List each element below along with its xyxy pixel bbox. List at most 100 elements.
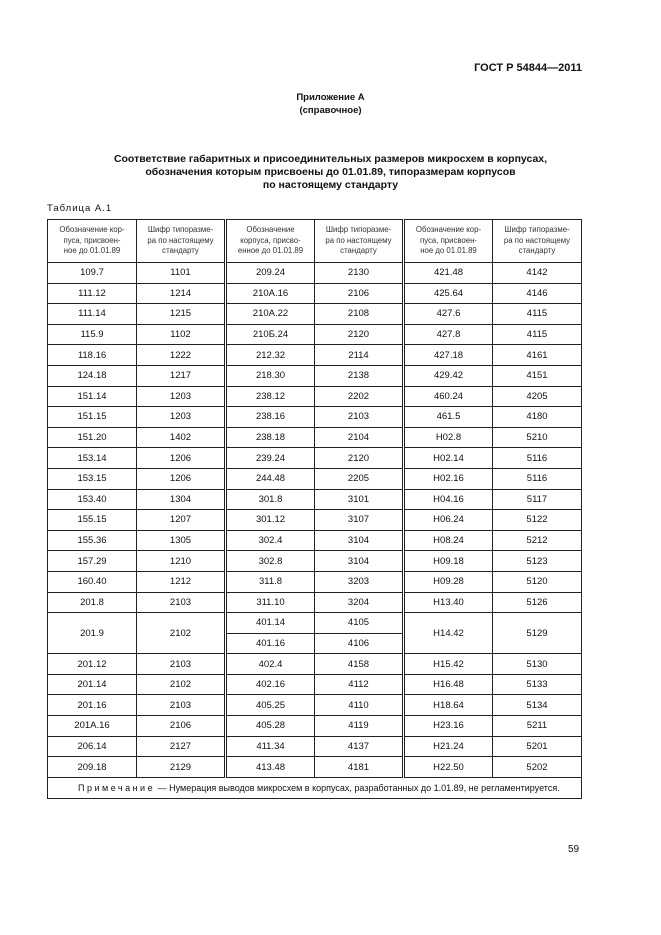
table-cell: 5212 [492, 529, 582, 552]
table-row: 209.18 2129 413.48 4181 Н22.50 5202 [47, 756, 582, 778]
table-row: 153.15 1206 244.48 2205 Н02.16 5116 [47, 467, 582, 490]
table-row: 151.20 1402 238.18 2104 Н02.8 5210 [47, 426, 582, 449]
header-line: Шифр типоразме- [504, 225, 570, 235]
table-cell: 5122 [492, 509, 582, 531]
table-row: 115.9 1102 210Б.24 2120 427.8 4115 [47, 323, 582, 346]
table-cell: 411.34 [225, 735, 315, 758]
table-cell: 210А.22 [225, 303, 315, 325]
table-cell: 401.16 [225, 632, 315, 655]
table-cell: 153.15 [47, 467, 137, 490]
table-row: 153.14 1206 239.24 2120 Н02.14 5116 [47, 447, 582, 469]
table-cell: 2103 [136, 591, 227, 614]
table-cell: Н08.24 [403, 529, 493, 552]
table-cell: 155.36 [47, 529, 137, 552]
title-line: Соответствие габаритных и присоединитель… [113, 153, 548, 165]
header-line: ное до 01.01.89 [63, 246, 121, 256]
table-cell: Н14.42 [403, 612, 493, 655]
table-cell: 218.30 [225, 364, 315, 387]
header-line: Обозначение кор- [59, 225, 125, 235]
table-cell: 201.16 [47, 694, 137, 717]
table-cell: 1203 [136, 385, 227, 408]
table-cell: 5134 [492, 694, 582, 717]
table-cell: 4142 [492, 262, 582, 284]
table-row: 206.14 2127 411.34 4137 Н21.24 5201 [47, 735, 582, 758]
table-cell: Н09.18 [403, 550, 493, 572]
header-row: Обозначение кор-пуса, присвоен-ное до 01… [47, 219, 582, 263]
table-cell: 1207 [136, 509, 227, 531]
table-cell: 460.24 [403, 385, 493, 408]
caption: Таблица А.1 [47, 203, 113, 214]
table-cell: 2106 [314, 282, 405, 305]
title: Соответствие габаритных и присоединитель… [0, 153, 661, 192]
header-cell: Обозначение кор-пуса, присвоен-ное до 01… [403, 219, 493, 263]
appendix-title: Приложение А [296, 92, 365, 103]
header-cell: Обозначение корпуса, присво-енное до 01.0… [225, 219, 315, 263]
table-cell: 2102 [136, 612, 227, 655]
table-cell: 1214 [136, 282, 227, 305]
table-row: 201.9 2102 401.14 4105 Н14.42 5129 [47, 612, 582, 655]
table-cell: 402.16 [225, 673, 315, 696]
table-row: 160.40 1212 311.8 3203 Н09.28 5120 [47, 570, 582, 593]
table-cell: 2102 [136, 673, 227, 696]
table-cell: 1305 [136, 529, 227, 552]
table-cell: 4105 [314, 612, 405, 634]
table-cell: 1102 [136, 323, 227, 346]
table-cell: 3101 [314, 488, 405, 511]
table-cell: 4161 [492, 344, 582, 366]
table-cell: 5123 [492, 550, 582, 572]
header-line: Шифр типоразме- [147, 225, 214, 235]
table-row: 111.14 1215 210А.22 2108 427.6 4115 [47, 303, 582, 325]
table-cell: 2138 [314, 364, 405, 387]
table-cell: 405.28 [225, 715, 315, 737]
table-cell: 427.18 [403, 344, 493, 366]
table-cell: 151.14 [47, 385, 137, 408]
table-cell: Н06.24 [403, 509, 493, 531]
table-cell: 4119 [314, 715, 405, 737]
header-line: ра по настоящему [147, 235, 214, 245]
table-cell: Н02.16 [403, 467, 493, 490]
table-cell: 201.8 [47, 591, 137, 614]
table-cell: 5116 [492, 447, 582, 469]
table-cell: 3104 [314, 550, 405, 572]
table-cell: 2106 [136, 715, 227, 737]
table-cell: 1203 [136, 406, 227, 428]
table-cell: 238.18 [225, 426, 315, 449]
table-cell: 4115 [492, 303, 582, 325]
table-cell: 429.42 [403, 364, 493, 387]
table-cell: Н18.64 [403, 694, 493, 717]
table-row: 201.12 2103 402.4 4158 Н15.42 5130 [47, 653, 582, 675]
table-cell: 2104 [314, 426, 405, 449]
table-cell: 153.40 [47, 488, 137, 511]
header-line: Шифр типоразме- [325, 225, 392, 235]
table-cell: 2103 [136, 694, 227, 717]
note-row: Примечание — Нумерация выводов микросхем… [47, 776, 582, 799]
table-cell: 5120 [492, 570, 582, 593]
table-row: 155.15 1207 301.12 3107 Н06.24 5122 [47, 509, 582, 531]
table-cell: 2205 [314, 467, 405, 490]
table-cell: 124.18 [47, 364, 137, 387]
table-row: 201.16 2103 405.25 4110 Н18.64 5134 [47, 694, 582, 717]
table-row: 111.12 1214 210А.16 2106 425.64 4146 [47, 282, 582, 305]
table-cell: 210А.16 [225, 282, 315, 305]
table-cell: 1222 [136, 344, 227, 366]
table-cell: 5201 [492, 735, 582, 758]
header-line: стандарту [340, 246, 377, 256]
table-cell: 4151 [492, 364, 582, 387]
header-line: ра по настоящему [325, 235, 392, 245]
table-cell: 4180 [492, 406, 582, 428]
table-cell: 3104 [314, 529, 405, 552]
table-cell: 1206 [136, 447, 227, 469]
table-cell: 4181 [314, 756, 405, 778]
table-cell: 2202 [314, 385, 405, 408]
table-row: 201А.16 2106 405.28 4119 Н23.16 5211 [47, 715, 582, 737]
table-cell: 4158 [314, 653, 405, 675]
table-cell: 5126 [492, 591, 582, 614]
table-cell: 413.48 [225, 756, 315, 778]
table-cell: Н13.40 [403, 591, 493, 614]
table-cell: Н09.28 [403, 570, 493, 593]
table-row: 155.36 1305 302.4 3104 Н08.24 5212 [47, 529, 582, 552]
table-cell: 157.29 [47, 550, 137, 572]
table-cell: 239.24 [225, 447, 315, 469]
table-cell: 4146 [492, 282, 582, 305]
